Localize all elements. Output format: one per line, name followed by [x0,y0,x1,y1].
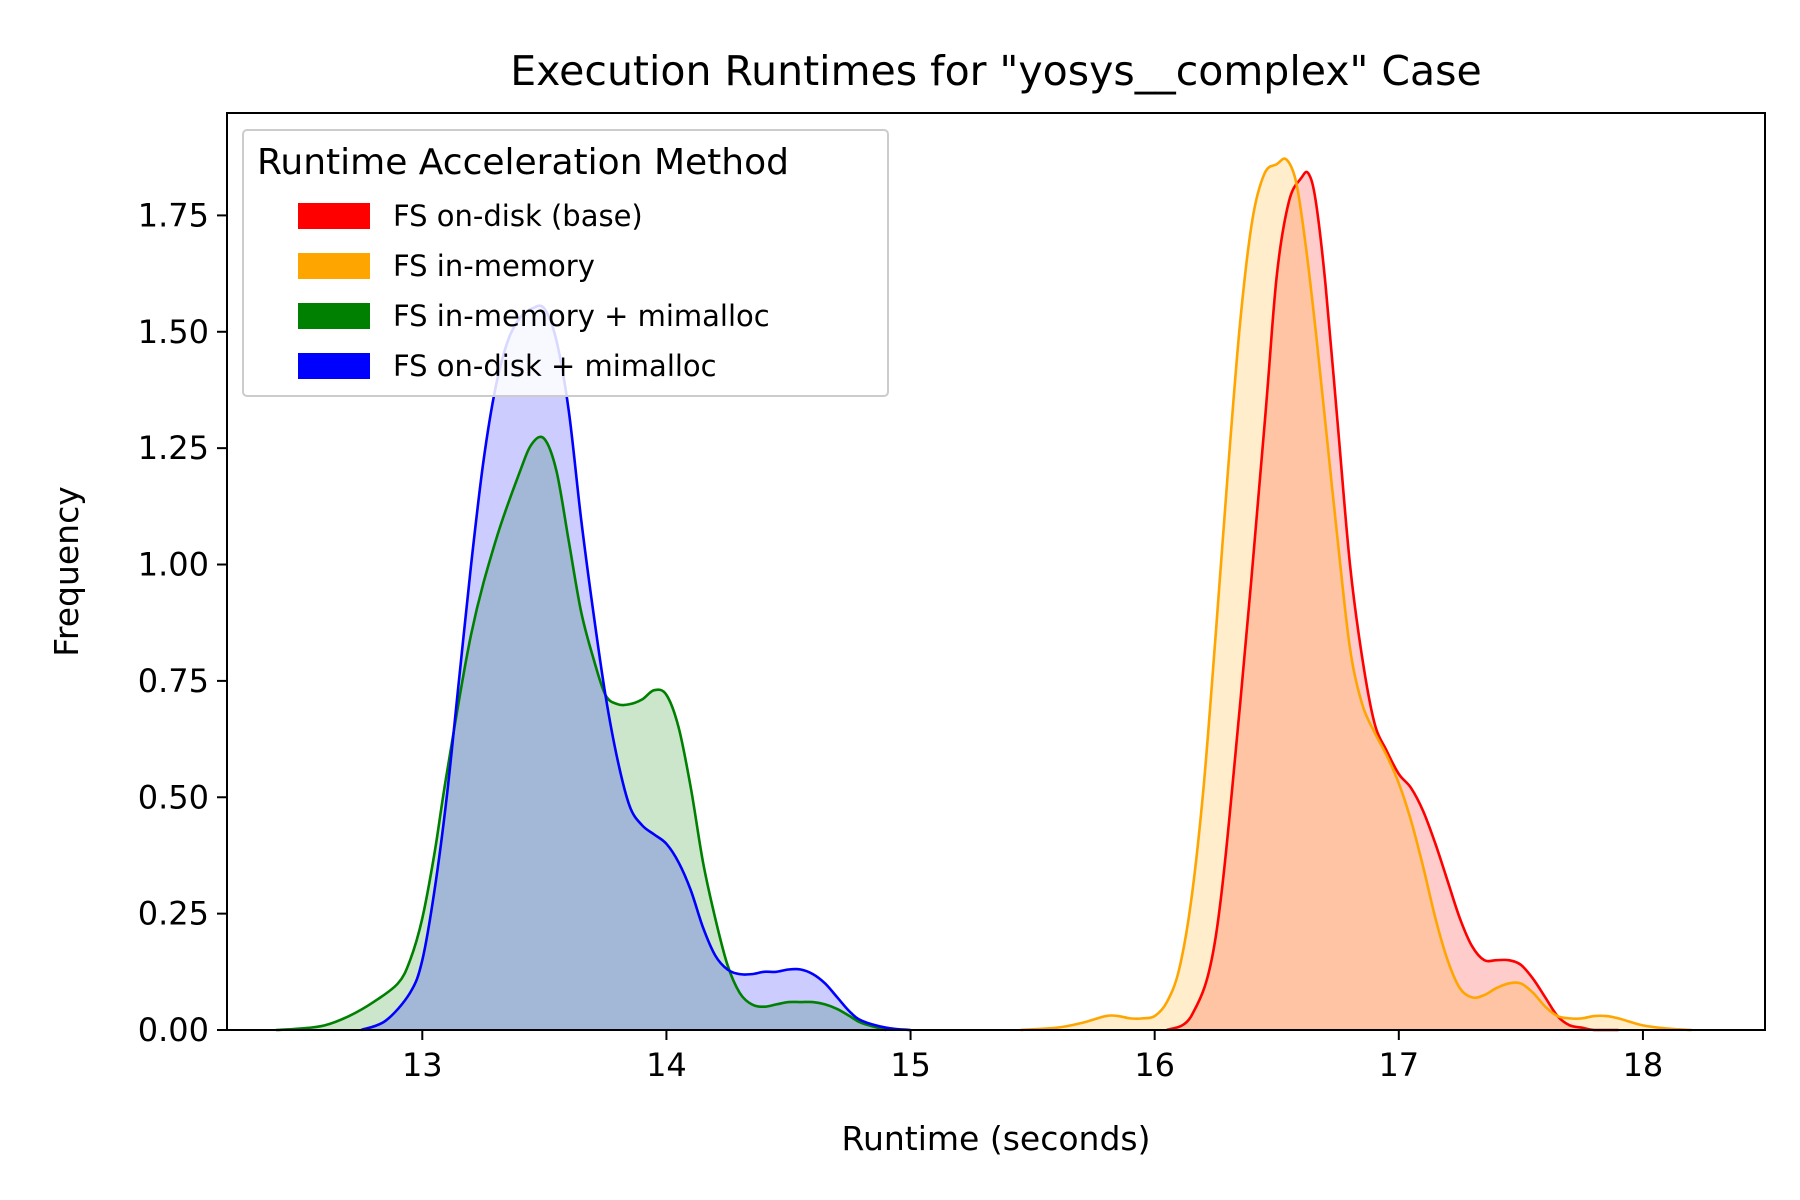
x-axis: 13 14 15 16 17 18 [402,1030,1663,1084]
density-lines [275,157,1692,1032]
y-tick-label: 0.25 [138,895,209,933]
x-tick-label: 14 [646,1046,687,1084]
legend-label-fs-on-disk-base: FS on-disk (base) [393,199,643,233]
density-fill-fs-on-disk-base [1166,171,1619,1030]
x-tick-label: 15 [890,1046,931,1084]
y-tick-label: 1.25 [138,429,209,467]
chart-title: Execution Runtimes for "yosys__complex" … [510,47,1481,95]
density-fill-fs-in-memory [1020,158,1692,1030]
y-tick-label: 1.50 [138,313,209,351]
x-tick-label: 17 [1378,1046,1419,1084]
y-tick-label: 0.75 [138,662,209,700]
legend-swatch-fs-in-memory-mimalloc [298,303,370,329]
y-axis-label: Frequency [47,486,86,656]
legend-items: FS on-disk (base) FS in-memory FS in-memor… [298,199,770,383]
legend-swatch-fs-on-disk-mimalloc [298,353,370,379]
x-axis-label: Runtime (seconds) [842,1119,1151,1158]
density-line-fs-on-disk-mimalloc [360,304,911,1032]
y-tick-label: 0.50 [138,778,209,816]
density-line-fs-in-memory [1020,157,1692,1032]
density-fill-fs-on-disk-mimalloc [361,305,911,1031]
density-line-fs-on-disk-base [1166,170,1619,1032]
legend-label-fs-on-disk-mimalloc: FS on-disk + mimalloc [393,349,717,383]
y-tick-label: 0.00 [138,1011,209,1049]
legend-swatch-fs-on-disk-base [298,203,370,229]
legend-box [242,129,889,397]
density-fill-fs-in-memory-mimalloc [275,436,887,1030]
legend-label-fs-in-memory: FS in-memory [393,249,595,283]
x-tick-label: 13 [402,1046,443,1084]
x-tick-label: 16 [1134,1046,1175,1084]
y-tick-label: 1.75 [138,196,209,234]
x-tick-label: 18 [1623,1046,1664,1084]
legend-label-fs-in-memory-mimalloc: FS in-memory + mimalloc [393,299,770,333]
density-fills [275,158,1692,1031]
y-axis: 0.00 0.25 0.50 0.75 1.00 1.25 1.50 1.75 [138,196,227,1049]
y-tick-label: 1.00 [138,546,209,584]
density-line-fs-in-memory-mimalloc [275,435,887,1032]
plot-frame [226,112,1766,1031]
legend: Runtime Acceleration Method FS on-disk (… [242,129,889,397]
legend-swatch-fs-in-memory [298,253,370,279]
legend-title: Runtime Acceleration Method [257,142,789,183]
